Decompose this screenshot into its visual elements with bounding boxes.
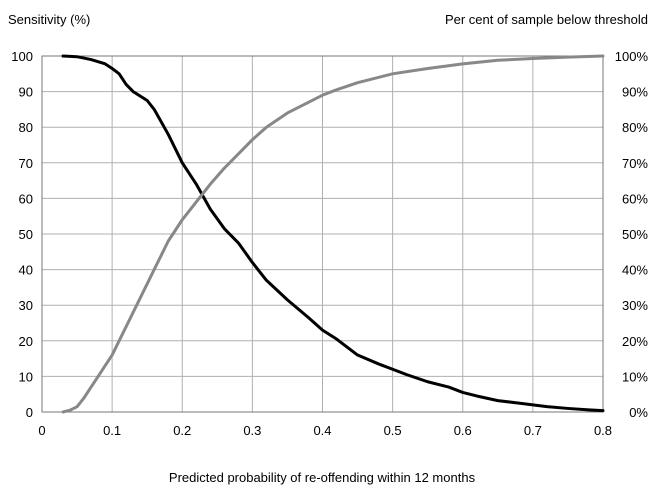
x-tick-label: 0.2 (173, 423, 191, 438)
y-left-tick-label: 80 (19, 120, 33, 135)
y-left-tick-label: 60 (19, 191, 33, 206)
y-left-tick-label: 90 (19, 85, 33, 100)
y-right-tick-label: 90% (622, 85, 648, 100)
x-tick-labels: 0 0.1 0.2 0.3 0.4 0.5 0.6 0.7 0.8 (38, 423, 612, 438)
y-left-tick-label: 30 (19, 298, 33, 313)
x-tick-label: 0.6 (454, 423, 472, 438)
x-tick-label: 0 (38, 423, 45, 438)
y-left-tick-label: 40 (19, 263, 33, 278)
y-right-tick-label: 70% (622, 156, 648, 171)
y-right-tick-label: 30% (622, 298, 648, 313)
y-left-tick-label: 50 (19, 227, 33, 242)
y-right-tick-label: 10% (622, 369, 648, 384)
series-lines (61, 54, 605, 414)
x-tick-label: 0.8 (594, 423, 612, 438)
y-left-tick-label: 100 (11, 49, 33, 64)
y-right-tick-label: 50% (622, 227, 648, 242)
y-right-tick-label: 80% (622, 120, 648, 135)
y-right-tick-label: 20% (622, 334, 648, 349)
gridlines (42, 56, 603, 412)
y-right-tick-label: 0% (629, 405, 648, 420)
y-right-tick-label: 40% (622, 263, 648, 278)
y-right-tick-label: 100% (615, 49, 649, 64)
y-left-tick-label: 20 (19, 334, 33, 349)
x-tick-label: 0.3 (243, 423, 261, 438)
x-tick-label: 0.5 (384, 423, 402, 438)
x-tick-label: 0.1 (103, 423, 121, 438)
y-left-tick-label: 0 (26, 405, 33, 420)
plot-frame (41, 55, 604, 413)
x-axis-title: Predicted probability of re-offending wi… (169, 470, 476, 485)
y-right-tick-labels: 0% 10% 20% 30% 40% 50% 60% 70% 80% 90% 100% (615, 49, 649, 420)
y-right-tick-label: 60% (622, 191, 648, 206)
y-left-tick-label: 10 (19, 369, 33, 384)
y-left-tick-labels: 0 10 20 30 40 50 60 70 80 90 100 (11, 49, 33, 420)
x-tick-label: 0.4 (313, 423, 331, 438)
y-axis-left-title: Sensitivity (%) (8, 12, 90, 27)
sample-below-threshold-curve (61, 54, 605, 414)
x-tick-label: 0.7 (524, 423, 542, 438)
y-left-tick-label: 70 (19, 156, 33, 171)
sensitivity-curve (61, 54, 605, 413)
y-axis-right-title: Per cent of sample below threshold (445, 12, 648, 27)
